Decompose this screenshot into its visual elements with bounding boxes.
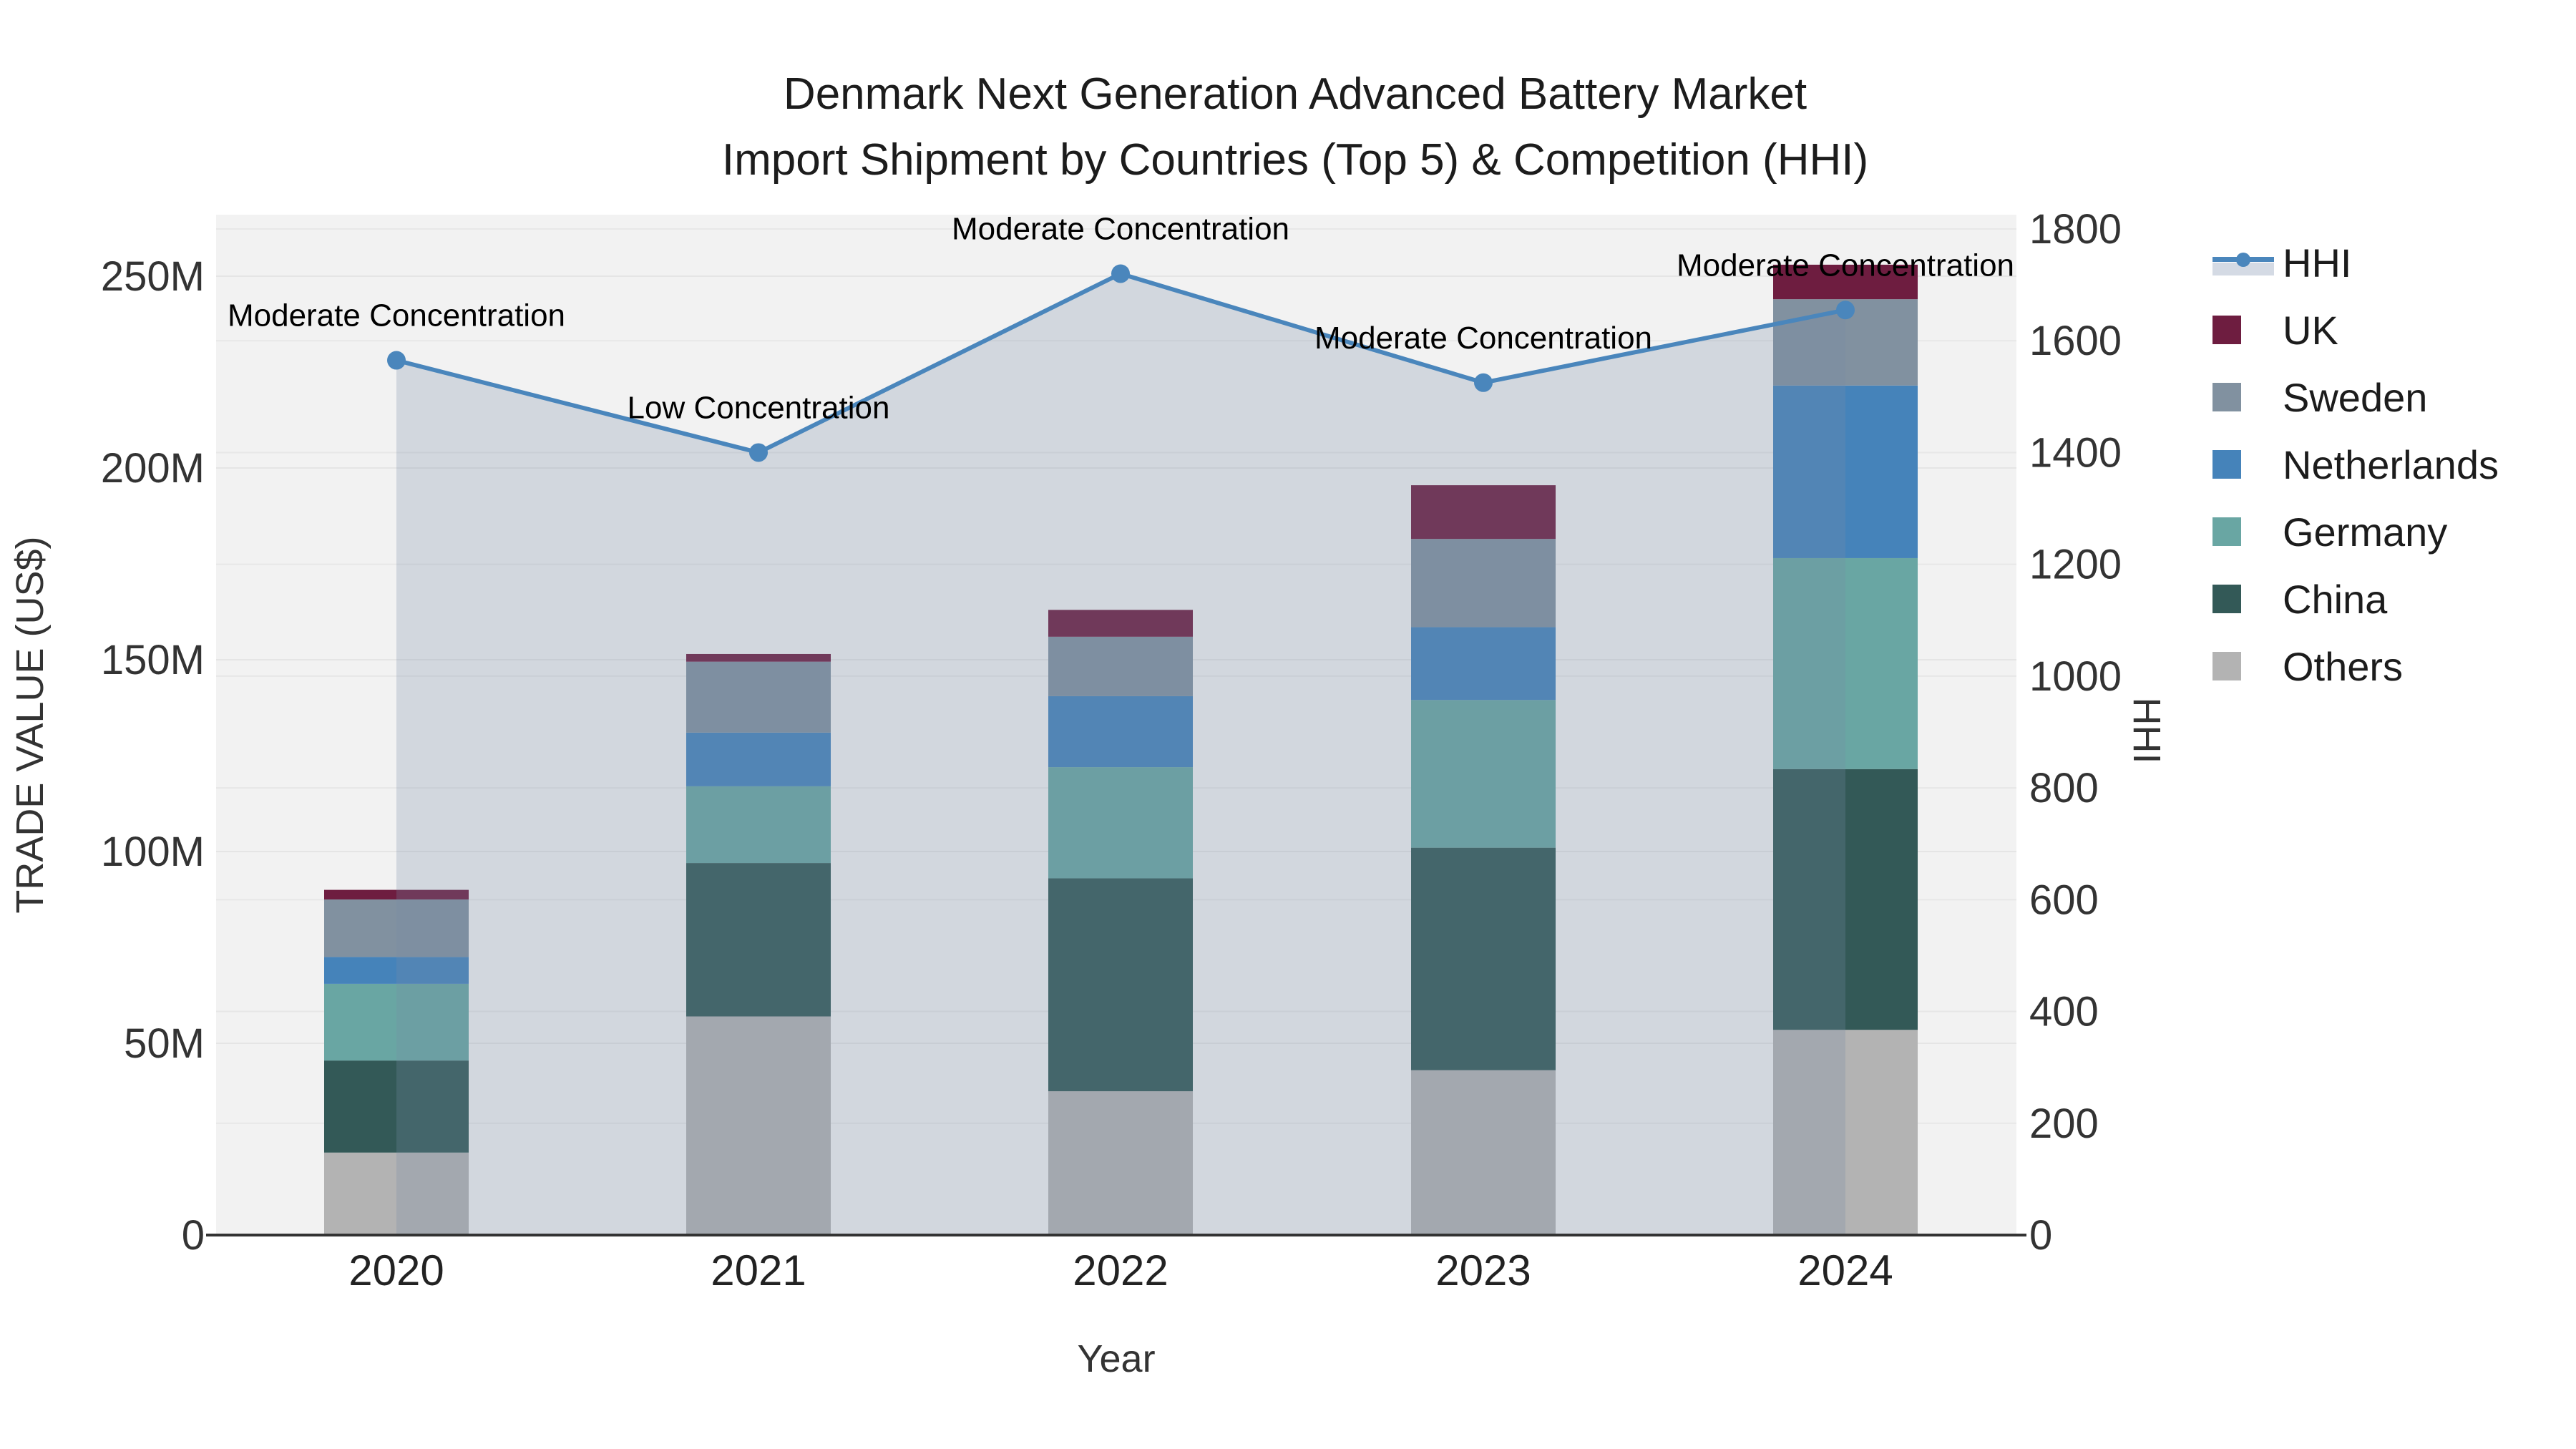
x-axis-title: Year bbox=[1077, 1337, 1156, 1380]
y-right-tick-200: 200 bbox=[2029, 1101, 2099, 1147]
bar-2021-uk[interactable] bbox=[686, 653, 831, 662]
legend: HHI UK Sweden Netherlands Germany China Others bbox=[2212, 229, 2499, 700]
hhi-marker-2022[interactable] bbox=[1111, 264, 1130, 283]
legend-item-sweden[interactable]: Sweden bbox=[2212, 364, 2499, 431]
y-right-tick-1200: 1200 bbox=[2029, 542, 2122, 588]
legend-swatch-others-color-icon bbox=[2212, 652, 2274, 680]
legend-item-netherlands[interactable]: Netherlands bbox=[2212, 431, 2499, 498]
x-tick-2024: 2024 bbox=[1797, 1246, 1893, 1294]
legend-label-netherlands: Netherlands bbox=[2283, 441, 2499, 487]
legend-swatch-netherlands-color-icon bbox=[2212, 450, 2274, 479]
legend-item-germany[interactable]: Germany bbox=[2212, 498, 2499, 565]
bar-2021-china[interactable] bbox=[686, 863, 831, 1017]
x-tick-2020: 2020 bbox=[348, 1246, 444, 1294]
y-left-tick-0: 0 bbox=[182, 1212, 205, 1259]
bar-2023-china[interactable] bbox=[1411, 847, 1556, 1070]
y-right-tick-600: 600 bbox=[2029, 877, 2099, 923]
y-right-tick-400: 400 bbox=[2029, 989, 2099, 1035]
y-right-tick-1600: 1600 bbox=[2029, 318, 2122, 364]
legend-label-china: China bbox=[2283, 576, 2388, 622]
chart-title-line2: Import Shipment by Countries (Top 5) & C… bbox=[721, 135, 1869, 185]
legend-label-hhi: HHI bbox=[2283, 240, 2352, 286]
bar-2021-others[interactable] bbox=[686, 1016, 831, 1235]
legend-label-germany: Germany bbox=[2283, 509, 2448, 555]
bar-2023-sweden[interactable] bbox=[1411, 539, 1556, 628]
annotation-2024: Moderate Concentration bbox=[1677, 248, 2014, 283]
bar-2023-netherlands[interactable] bbox=[1411, 627, 1556, 701]
bar-2020-sweden[interactable] bbox=[324, 899, 469, 957]
annotation-2023: Moderate Concentration bbox=[1314, 321, 1652, 356]
y-left-tick-250M: 250M bbox=[101, 253, 205, 300]
y-right-tick-0: 0 bbox=[2029, 1212, 2052, 1259]
legend-item-hhi[interactable]: HHI bbox=[2212, 229, 2499, 296]
bar-2024-uk[interactable] bbox=[1773, 264, 1918, 300]
bar-2020-china[interactable] bbox=[324, 1060, 469, 1153]
bar-2022-sweden[interactable] bbox=[1048, 636, 1193, 696]
legend-label-sweden: Sweden bbox=[2283, 374, 2428, 420]
y-left-tick-100M: 100M bbox=[101, 829, 205, 875]
y-right-tick-1800: 1800 bbox=[2029, 206, 2122, 253]
bar-2021-germany[interactable] bbox=[686, 786, 831, 864]
bar-2022-germany[interactable] bbox=[1048, 767, 1193, 879]
y-axis-title-right: HHI bbox=[2125, 697, 2168, 764]
annotations: Moderate Concentration Low Concentration M… bbox=[228, 211, 2014, 425]
y-left-tick-200M: 200M bbox=[101, 445, 205, 492]
bar-2020-germany[interactable] bbox=[324, 983, 469, 1061]
y-axis-title-left: TRADE VALUE (US$) bbox=[9, 536, 52, 914]
legend-swatch-germany-color-icon bbox=[2212, 517, 2274, 546]
bar-2024-china[interactable] bbox=[1773, 769, 1918, 1030]
legend-item-uk[interactable]: UK bbox=[2212, 296, 2499, 364]
legend-swatch-uk-color-icon bbox=[2212, 316, 2274, 344]
legend-item-others[interactable]: Others bbox=[2212, 633, 2499, 700]
x-tick-labels: 2020 2021 2022 2023 2024 bbox=[348, 1246, 1893, 1294]
annotation-2021: Low Concentration bbox=[628, 390, 890, 425]
bar-2023-others[interactable] bbox=[1411, 1070, 1556, 1235]
x-tick-2023: 2023 bbox=[1435, 1246, 1531, 1294]
bar-2022-china[interactable] bbox=[1048, 878, 1193, 1091]
legend-swatch-china-color-icon bbox=[2212, 585, 2274, 613]
y-right-tick-1000: 1000 bbox=[2029, 653, 2122, 700]
y-right-tick-800: 800 bbox=[2029, 765, 2099, 811]
bar-2022-others[interactable] bbox=[1048, 1091, 1193, 1235]
chart-title-line1: Denmark Next Generation Advanced Battery… bbox=[783, 69, 1807, 119]
y-left-tick-150M: 150M bbox=[101, 637, 205, 683]
annotation-2020: Moderate Concentration bbox=[228, 298, 565, 333]
bar-2022-uk[interactable] bbox=[1048, 610, 1193, 637]
legend-item-china[interactable]: China bbox=[2212, 565, 2499, 633]
legend-label-uk: UK bbox=[2283, 307, 2338, 353]
bar-2021-sweden[interactable] bbox=[686, 661, 831, 733]
legend-label-others: Others bbox=[2283, 643, 2404, 689]
hhi-marker-2020[interactable] bbox=[387, 351, 406, 370]
bar-2020-others[interactable] bbox=[324, 1152, 469, 1235]
legend-swatch-hhi-line-icon bbox=[2212, 247, 2274, 278]
bar-2022-netherlands[interactable] bbox=[1048, 696, 1193, 768]
hhi-area-fill bbox=[396, 273, 1845, 1235]
y-left-tick-labels: 0 50M 100M 150M 200M 250M bbox=[101, 253, 205, 1259]
hhi-marker-2024[interactable] bbox=[1836, 301, 1855, 320]
annotation-2022: Moderate Concentration bbox=[952, 211, 1289, 246]
bars-group bbox=[324, 264, 1918, 1235]
bar-2024-others[interactable] bbox=[1773, 1030, 1918, 1235]
y-left-tick-50M: 50M bbox=[124, 1020, 205, 1067]
bar-2020-uk[interactable] bbox=[324, 889, 469, 899]
hhi-marker-2023[interactable] bbox=[1474, 373, 1493, 392]
legend-swatch-sweden-color-icon bbox=[2212, 383, 2274, 411]
y-right-tick-1400: 1400 bbox=[2029, 429, 2122, 476]
x-tick-2021: 2021 bbox=[711, 1246, 806, 1294]
bar-2023-germany[interactable] bbox=[1411, 700, 1556, 848]
y-right-tick-labels: 0 200 400 600 800 1000 1200 1400 1600 1800 bbox=[2029, 206, 2122, 1259]
bar-2024-netherlands[interactable] bbox=[1773, 385, 1918, 558]
bar-2024-germany[interactable] bbox=[1773, 557, 1918, 769]
chart-title: Denmark Next Generation Advanced Battery… bbox=[722, 62, 1868, 193]
bar-2021-netherlands[interactable] bbox=[686, 732, 831, 786]
bar-2023-uk[interactable] bbox=[1411, 485, 1556, 540]
hhi-marker-2021[interactable] bbox=[749, 443, 768, 462]
bar-2020-netherlands[interactable] bbox=[324, 957, 469, 984]
x-tick-2022: 2022 bbox=[1073, 1246, 1168, 1294]
